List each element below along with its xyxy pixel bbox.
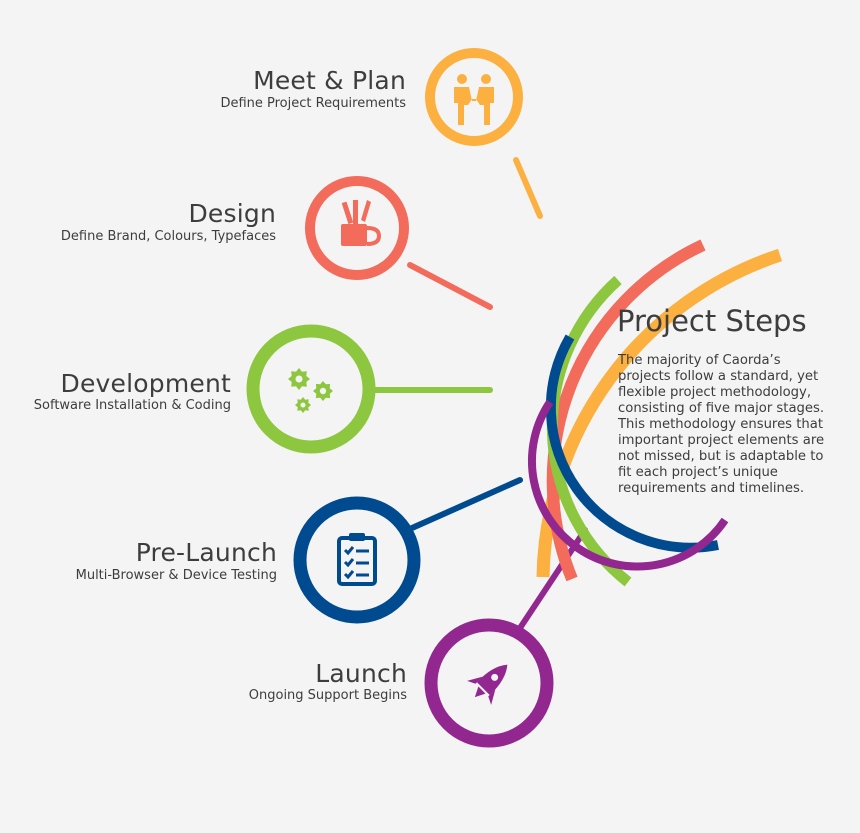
design-tools-icon bbox=[341, 200, 382, 246]
people-icon bbox=[454, 74, 494, 125]
project-steps-description: The majority of Caorda’s projects follow… bbox=[618, 353, 825, 496]
step-label-pre-launch: Pre-Launch Multi-Browser & Device Testin… bbox=[40, 538, 277, 588]
stage-arc bbox=[528, 399, 729, 571]
step-subtitle: Define Project Requirements bbox=[220, 96, 406, 111]
gears-icon bbox=[288, 368, 333, 413]
connector-line bbox=[407, 262, 493, 310]
step-title: Meet & Plan bbox=[253, 66, 406, 95]
step-label-meet-plan: Meet & Plan Define Project Requirements bbox=[150, 66, 406, 116]
step-circle bbox=[424, 618, 554, 748]
clipboard-checklist-icon bbox=[337, 533, 377, 586]
step-title: Pre-Launch bbox=[135, 538, 277, 567]
step-circle bbox=[425, 48, 523, 146]
step-title: Launch bbox=[315, 659, 407, 688]
step-circle bbox=[305, 176, 409, 280]
step-label-design: Design Define Brand, Colours, Typefaces bbox=[30, 199, 276, 249]
step-subtitle: Define Brand, Colours, Typefaces bbox=[60, 229, 276, 244]
project-steps-title: Project Steps bbox=[617, 304, 807, 338]
step-subtitle: Ongoing Support Begins bbox=[248, 688, 407, 703]
step-title: Design bbox=[188, 199, 276, 228]
step-title: Development bbox=[60, 369, 231, 398]
step-label-development: Development Software Installation & Codi… bbox=[10, 369, 231, 419]
step-subtitle: Multi-Browser & Device Testing bbox=[75, 568, 277, 583]
rocket-icon bbox=[467, 664, 508, 705]
step-subtitle: Software Installation & Coding bbox=[33, 398, 231, 413]
stage-arc bbox=[545, 334, 719, 553]
connector-line bbox=[409, 477, 523, 531]
step-circle bbox=[246, 324, 376, 454]
step-label-launch: Launch Ongoing Support Begins bbox=[200, 659, 407, 709]
step-circle bbox=[293, 496, 421, 624]
connector-line bbox=[513, 157, 543, 219]
